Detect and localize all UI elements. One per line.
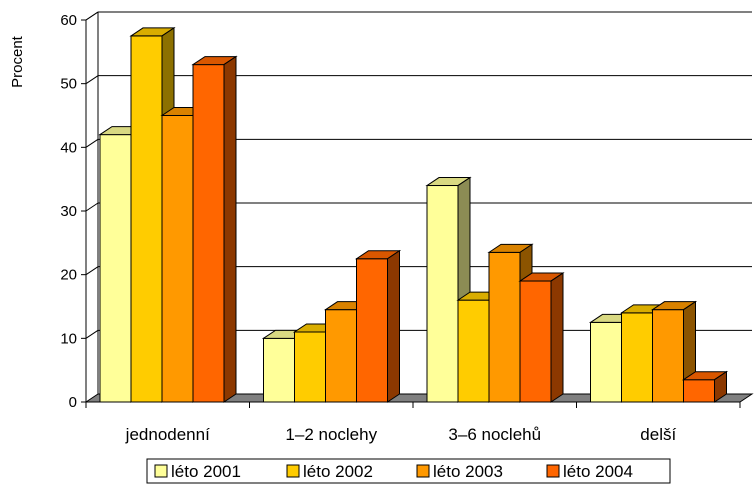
y-tick-labels: 0 10 20 30 40 50 60 [60,12,77,411]
category-label: delší [640,425,676,444]
category-label: jednodenní [125,425,210,444]
legend-swatch [154,464,168,478]
legend-swatch [546,464,560,478]
legend: léto 2001 léto 2002 léto 2003 léto 2004 [146,458,671,484]
y-axis-title: Procent [9,35,26,88]
gridline-side [85,266,99,276]
gridline-side [85,75,99,85]
category-labels: jednodenní 1–2 noclehy 3–6 noclehů delší [125,425,677,444]
bars [98,26,729,403]
side-wall-top [85,11,99,21]
bar [191,55,238,403]
y-tick-label: 60 [60,12,77,29]
y-tick-label: 40 [60,139,77,156]
legend-label: léto 2004 [563,462,633,481]
legend-swatch [286,464,300,478]
y-tick-label: 10 [60,330,77,347]
gridline-side [85,138,99,148]
bar [425,176,472,403]
legend-label: léto 2002 [303,462,373,481]
legend-label: léto 2001 [171,462,241,481]
bar [354,249,402,403]
category-label: 1–2 noclehy [285,425,377,444]
bar [518,272,565,403]
y-tick-label: 0 [69,394,77,411]
y-tick-label: 20 [60,267,77,284]
axes [81,19,741,408]
legend-label: léto 2003 [433,462,503,481]
y-tick-label: 30 [60,203,77,220]
gridline-side [85,202,99,212]
y-tick-label: 50 [60,76,77,93]
bar [681,370,729,403]
category-label: 3–6 noclehů [448,425,541,444]
legend-swatch [416,464,430,478]
legend-frame [146,458,671,484]
gridline-side [85,329,99,339]
